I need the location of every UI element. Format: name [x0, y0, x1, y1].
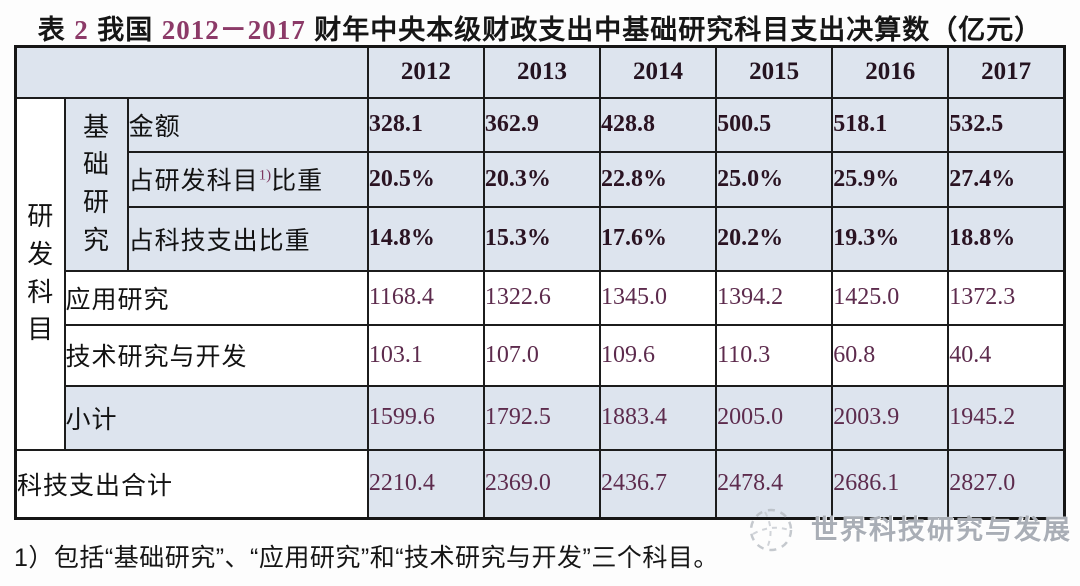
value-cell: 1425.0	[831, 269, 950, 326]
table-row-subtotal: 小计 1599.6 1792.5 1883.4 2005.0 2003.9 19…	[16, 384, 1066, 451]
row-label: 占科技支出比重	[126, 205, 369, 272]
value-cell: 60.8	[831, 323, 950, 387]
group-label-rd-subjects: 研发科目	[14, 96, 66, 451]
value-cell: 1883.4	[598, 384, 718, 451]
value-cell: 2686.1	[831, 448, 950, 520]
year-header: 2017	[947, 45, 1066, 99]
row-label: 技术研究与开发	[63, 323, 369, 387]
value-cell: 103.1	[366, 323, 485, 387]
title-text: 财年中央本级财政支出中基础研究科目支出决算数（亿元）	[305, 15, 1043, 45]
value-cell: 1792.5	[482, 384, 602, 451]
table-row-share-of-st: 占科技支出比重 14.8% 15.3% 17.6% 20.2% 19.3% 18…	[16, 205, 1066, 272]
fiscal-expenditure-table: 2012 2013 2014 2015 2016 2017 研发科目 基础研究 …	[14, 45, 1066, 520]
value-cell: 2003.9	[831, 384, 950, 451]
value-cell: 19.3%	[831, 205, 950, 272]
footnote: 1）包括“基础研究”、“应用研究”和“技术研究与开发”三个科目。	[14, 544, 719, 572]
value-cell: 14.8%	[366, 205, 485, 272]
value-cell: 428.8	[598, 96, 718, 153]
year-header: 2014	[598, 45, 718, 99]
value-cell: 20.2%	[715, 205, 834, 272]
value-cell: 25.9%	[831, 150, 950, 208]
row-label: 科技支出合计	[14, 448, 369, 520]
value-cell: 1945.2	[947, 384, 1066, 451]
title-year-range: 2012－2017	[161, 15, 306, 45]
value-cell: 20.3%	[482, 150, 602, 208]
value-cell: 107.0	[482, 323, 602, 387]
value-cell: 110.3	[715, 323, 834, 387]
value-cell: 1394.2	[715, 269, 834, 326]
header-row: 2012 2013 2014 2015 2016 2017	[14, 45, 1066, 99]
value-cell: 1322.6	[482, 269, 602, 326]
value-cell: 2436.7	[598, 448, 718, 520]
value-cell: 518.1	[831, 96, 950, 153]
header-empty-cell	[14, 45, 369, 99]
value-cell: 500.5	[715, 96, 834, 153]
year-header: 2016	[831, 45, 950, 99]
value-cell: 2005.0	[715, 384, 834, 451]
row-label: 小计	[63, 384, 369, 451]
title-table-number: 2	[74, 15, 89, 45]
value-cell: 1372.3	[947, 269, 1066, 326]
value-cell: 22.8%	[598, 150, 718, 208]
subgroup-label-basic-research: 基础研究	[63, 96, 129, 272]
table-row-share-of-rd: 占研发科目1)比重 20.5% 20.3% 22.8% 25.0% 25.9% …	[16, 150, 1066, 208]
year-header: 2015	[715, 45, 834, 99]
value-cell: 109.6	[598, 323, 718, 387]
value-cell: 1345.0	[598, 269, 718, 326]
value-cell: 2827.0	[947, 448, 1066, 520]
value-cell: 17.6%	[598, 205, 718, 272]
table-row-tech-research: 技术研究与开发 103.1 107.0 109.6 110.3 60.8 40.…	[16, 323, 1066, 387]
row-label: 应用研究	[63, 269, 369, 326]
value-cell: 25.0%	[715, 150, 834, 208]
row-label: 占研发科目1)比重	[126, 150, 369, 208]
table-row-amount: 研发科目 基础研究 金额 328.1 362.9 428.8 500.5 518…	[14, 96, 1066, 451]
title-text: 我国	[88, 15, 162, 45]
value-cell: 532.5	[947, 96, 1066, 153]
value-cell: 1168.4	[366, 269, 485, 326]
value-cell: 362.9	[482, 96, 602, 153]
year-header: 2013	[482, 45, 602, 99]
value-cell: 328.1	[366, 96, 485, 153]
value-cell: 2478.4	[715, 448, 834, 520]
title-text: 表	[37, 15, 75, 45]
value-cell: 1599.6	[366, 384, 485, 451]
footnote-marker: 1)	[258, 167, 272, 184]
value-cell: 18.8%	[947, 205, 1066, 272]
value-cell: 2369.0	[482, 448, 602, 520]
value-cell: 2210.4	[366, 448, 485, 520]
table-row-grand-total: 科技支出合计 2210.4 2369.0 2436.7 2478.4 2686.…	[14, 448, 1066, 520]
table-row-applied-research: 应用研究 1168.4 1322.6 1345.0 1394.2 1425.0 …	[16, 269, 1066, 326]
value-cell: 27.4%	[947, 150, 1066, 208]
table-title: 表 2 我国 2012－2017 财年中央本级财政支出中基础研究科目支出决算数（…	[0, 8, 1080, 47]
year-header: 2012	[366, 45, 485, 99]
value-cell: 40.4	[947, 323, 1066, 387]
value-cell: 20.5%	[366, 150, 485, 208]
value-cell: 15.3%	[482, 205, 602, 272]
row-label: 金额	[126, 96, 369, 153]
